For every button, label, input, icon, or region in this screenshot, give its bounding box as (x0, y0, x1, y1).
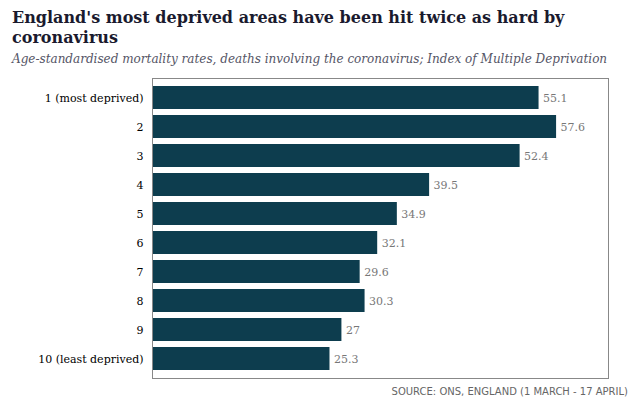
svg-text:8: 8 (137, 294, 144, 307)
svg-text:39.5: 39.5 (434, 178, 459, 191)
svg-text:30.3: 30.3 (369, 294, 394, 307)
svg-text:6: 6 (137, 236, 144, 249)
html-text:England's most deprived areas: England's most deprived areas have been … (12, 8, 565, 47)
svg-text:29.6: 29.6 (364, 265, 389, 278)
svg-text:4: 4 (137, 178, 144, 191)
svg-text:25.3: 25.3 (334, 352, 359, 365)
svg-text:5: 5 (137, 207, 144, 220)
svg-text:57.6: 57.6 (561, 120, 586, 133)
svg-text:9: 9 (137, 323, 144, 336)
html-text:Age-standardised mortality rat: Age-standardised mortality rates, deaths… (12, 52, 608, 66)
svg-text:52.4: 52.4 (524, 149, 549, 162)
svg-text:55.1: 55.1 (543, 91, 568, 104)
svg-text:10 (least deprived): 10 (least deprived) (38, 352, 143, 365)
svg-text:27: 27 (346, 323, 360, 336)
svg-text:7: 7 (137, 265, 144, 278)
html-text:SOURCE: ONS, ENGLAND (1 MARCH: SOURCE: ONS, ENGLAND (1 MARCH - 17 APRIL… (391, 385, 628, 397)
svg-text:1 (most deprived): 1 (most deprived) (45, 91, 144, 104)
svg-text:2: 2 (137, 120, 144, 133)
svg-text:32.1: 32.1 (382, 236, 407, 249)
svg-text:3: 3 (137, 149, 144, 162)
svg-text:34.9: 34.9 (401, 207, 426, 220)
